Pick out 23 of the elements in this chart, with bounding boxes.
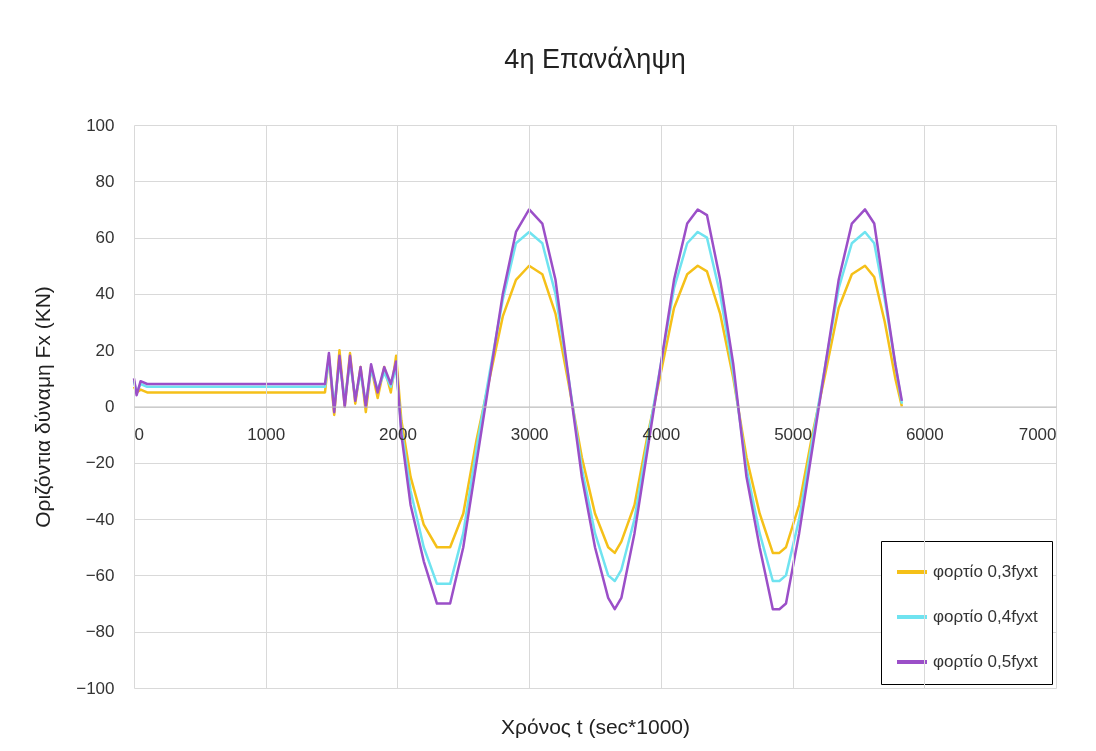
x-tick-label: 6000 [905, 425, 944, 444]
y-tick-label: 0 [105, 397, 115, 416]
x-tick-label: 5000 [774, 425, 812, 444]
legend-label: φορτίο 0,5fyxt [933, 652, 1038, 671]
x-tick-label: 0 [134, 425, 144, 444]
y-tick-label: −60 [85, 565, 115, 585]
y-tick-label: 60 [95, 228, 115, 248]
y-tick-label: −100 [76, 678, 115, 698]
y-tick-label: −20 [85, 453, 115, 473]
y-tick-label: 40 [95, 284, 115, 304]
y-tick-label: 20 [95, 340, 115, 360]
chart-title: 4η Επανάληψη [504, 44, 686, 74]
x-tick-label: 1000 [247, 425, 286, 444]
x-axis-title: Χρόνος t (sec*1000) [501, 714, 690, 738]
y-tick-label: −40 [85, 509, 115, 529]
x-tick-label: 3000 [510, 425, 549, 444]
y-tick-label: 80 [95, 171, 115, 191]
x-tick-label: 7000 [1018, 425, 1057, 444]
legend-label: φορτίο 0,4fyxt [933, 607, 1038, 626]
y-tick-label: −80 [85, 622, 115, 642]
y-axis-title: Οριζόντια δύναμη Fx (KN) [31, 286, 55, 528]
legend-label: φορτίο 0,3fyxt [933, 562, 1038, 581]
y-tick-label: 100 [86, 115, 115, 135]
